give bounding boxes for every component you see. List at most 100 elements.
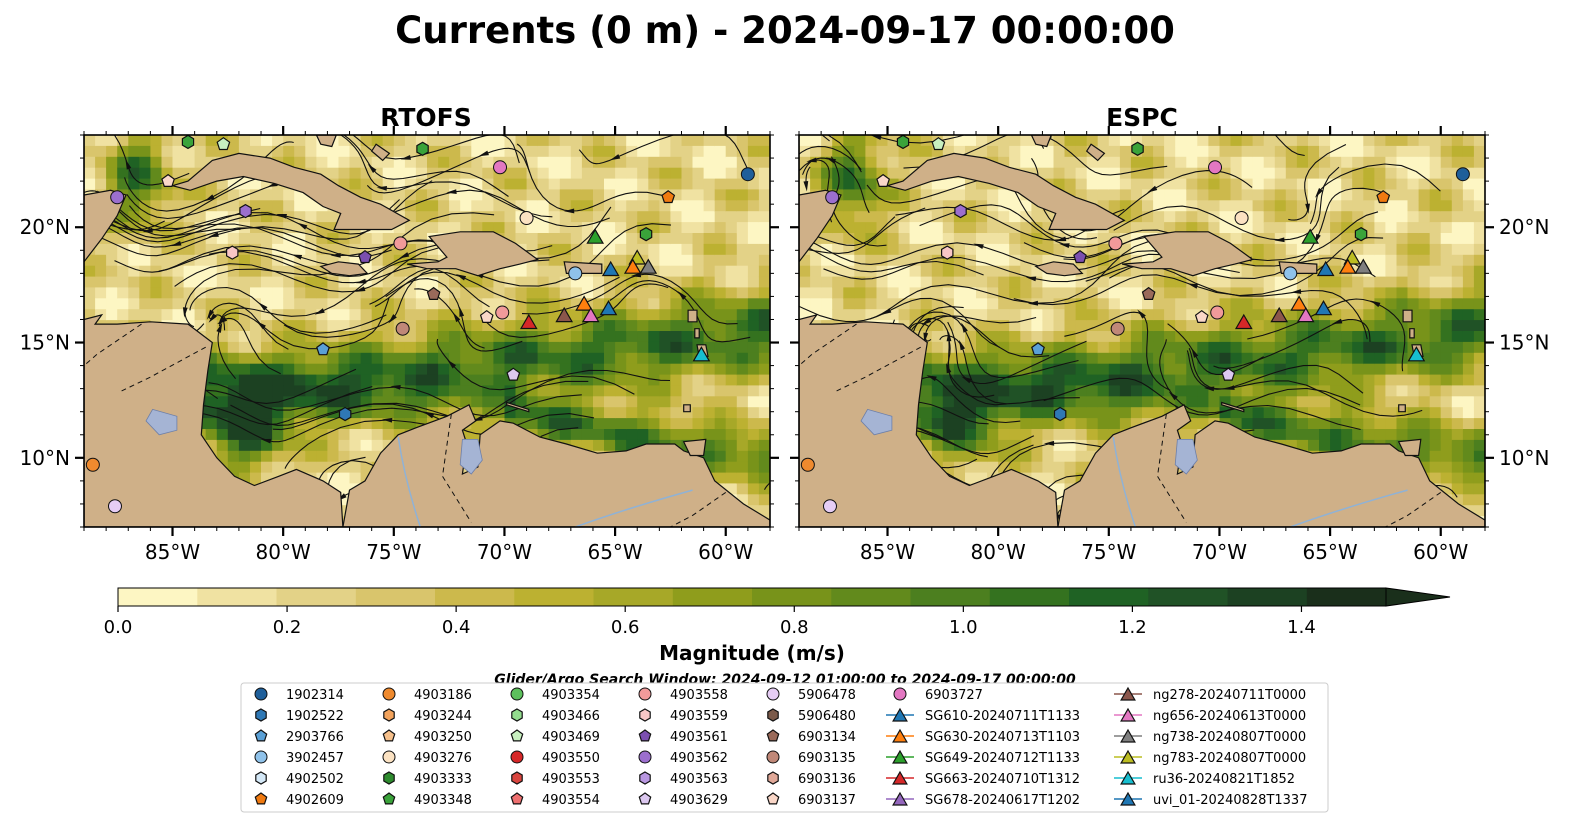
float-marker bbox=[395, 321, 410, 336]
legend-entry: 4903563 bbox=[639, 771, 728, 787]
x-tick-label: 85°W bbox=[860, 540, 915, 564]
legend-marker bbox=[510, 687, 524, 701]
legend-label: 4903563 bbox=[670, 772, 728, 787]
glider-marker bbox=[601, 260, 620, 277]
colorbar-segment bbox=[1306, 588, 1387, 606]
legend-entry: 4903333 bbox=[383, 771, 472, 787]
float-marker bbox=[940, 245, 954, 260]
figure-title: Currents (0 m) - 2024-09-17 00:00:00 bbox=[395, 9, 1175, 52]
legend-entry: ng278-20240711T0000 bbox=[1114, 686, 1306, 703]
legend-entry: 4903186 bbox=[382, 687, 472, 703]
map-frame bbox=[83, 134, 771, 528]
colorbar-segment bbox=[1069, 588, 1149, 606]
colorbar-segment bbox=[276, 588, 357, 606]
colorbar-extend-arrow bbox=[1385, 587, 1451, 607]
float-marker bbox=[1376, 190, 1391, 204]
legend-label: 4903250 bbox=[414, 730, 472, 745]
panel-title-rtofs: RTOFS bbox=[380, 103, 472, 132]
legend-label: 4903629 bbox=[670, 793, 728, 808]
colorbar-segment bbox=[197, 588, 278, 606]
float-marker bbox=[1141, 286, 1156, 300]
y-tick-label: 15°N bbox=[1499, 331, 1549, 355]
legend-entry: 4903558 bbox=[638, 687, 728, 703]
colorbar-segment bbox=[1227, 588, 1308, 606]
colorbar-segment bbox=[355, 588, 436, 606]
x-tick-label: 70°W bbox=[1192, 540, 1247, 564]
legend-marker bbox=[1120, 707, 1136, 722]
legend-marker bbox=[639, 771, 651, 785]
float-marker bbox=[822, 499, 837, 514]
legend-label: ng656-20240613T0000 bbox=[1153, 709, 1306, 724]
legend-label: 3902457 bbox=[286, 751, 344, 766]
legend-label: 1902522 bbox=[286, 709, 344, 724]
colorbar-tick-label: 1.4 bbox=[1287, 617, 1316, 638]
float-marker bbox=[1131, 141, 1144, 156]
legend-marker bbox=[766, 792, 780, 805]
legend-marker bbox=[1120, 728, 1136, 743]
float-marker bbox=[896, 135, 910, 150]
legend-entry: 1902314 bbox=[254, 687, 344, 703]
legend-entry: 4902502 bbox=[255, 771, 344, 787]
legend-label: SG649-20240712T1133 bbox=[925, 751, 1080, 766]
float-marker bbox=[639, 227, 653, 242]
legend-marker bbox=[510, 750, 524, 764]
legend-label: 2903766 bbox=[286, 730, 344, 745]
magnitude-colorbar: 0.0 0.2 0.4 0.6 0.8 1.0 1.2 1.4 bbox=[104, 587, 1451, 638]
legend-label: 4903561 bbox=[670, 730, 728, 745]
float-marker bbox=[426, 286, 441, 300]
legend-entry: 6903137 bbox=[766, 792, 856, 808]
legend-marker bbox=[511, 771, 523, 785]
colorbar-segment bbox=[1148, 588, 1229, 606]
legend-label: 5906480 bbox=[798, 709, 856, 724]
legend-marker bbox=[638, 792, 652, 805]
legend-marker bbox=[382, 729, 396, 742]
legend-marker bbox=[383, 771, 395, 785]
legend-label: 4903466 bbox=[542, 709, 600, 724]
legend-label: 6903137 bbox=[798, 793, 856, 808]
float-marker bbox=[506, 367, 521, 381]
float-marker bbox=[181, 135, 195, 150]
legend-marker bbox=[1120, 749, 1136, 764]
colorbar-tick-label: 0.6 bbox=[611, 617, 640, 638]
legend-label: 4902609 bbox=[286, 793, 344, 808]
legend-entry: 4903559 bbox=[639, 708, 728, 724]
legend-marker bbox=[893, 687, 907, 701]
glider-marker bbox=[1301, 228, 1320, 244]
float-marker bbox=[85, 457, 100, 472]
float-marker bbox=[393, 236, 408, 251]
legend-marker bbox=[892, 707, 908, 722]
legend-marker bbox=[766, 729, 780, 742]
x-tick-label: 60°W bbox=[1413, 540, 1468, 564]
colorbar-tick-label: 0.8 bbox=[780, 617, 809, 638]
glider-marker bbox=[575, 295, 593, 311]
x-tick-label: 80°W bbox=[256, 540, 311, 564]
float-marker bbox=[1208, 160, 1223, 175]
float-marker bbox=[216, 136, 231, 151]
legend-entry: 4903561 bbox=[638, 729, 728, 745]
glider-marker bbox=[1296, 306, 1315, 323]
legend-label: 5906478 bbox=[798, 688, 856, 703]
float-marker bbox=[1110, 321, 1125, 336]
float-marker bbox=[931, 136, 946, 151]
float-marker bbox=[239, 203, 252, 219]
legend-entry: 4903554 bbox=[510, 792, 600, 808]
legend-marker bbox=[510, 729, 524, 742]
land bbox=[84, 135, 770, 527]
legend-entry: SG663-20240710T1312 bbox=[886, 770, 1080, 787]
legend-label: SG678-20240617T1202 bbox=[925, 793, 1080, 808]
colorbar-segment bbox=[514, 588, 595, 606]
float-marker bbox=[1031, 342, 1045, 356]
glider-marker bbox=[555, 306, 574, 323]
float-marker bbox=[954, 203, 967, 219]
legend-entry: 4903348 bbox=[382, 792, 472, 808]
rtofs-map-panel: 85°W 80°W 75°W 70°W 65°W 60°W 20°N 15°N 10°N bbox=[20, 126, 779, 564]
legend: 1902314 1902522 2903766 3902457 4902502 49026… bbox=[240, 682, 1329, 813]
x-tick-label: 65°W bbox=[587, 540, 642, 564]
legend-label: ru36-20240821T1852 bbox=[1153, 772, 1295, 787]
float-marker bbox=[1283, 266, 1298, 281]
float-marker bbox=[1073, 249, 1087, 264]
legend-label: 4903554 bbox=[542, 793, 600, 808]
legend-marker bbox=[1120, 770, 1136, 785]
legend-entry: 6903135 bbox=[766, 750, 856, 766]
colorbar-tick-label: 1.2 bbox=[1118, 617, 1147, 638]
